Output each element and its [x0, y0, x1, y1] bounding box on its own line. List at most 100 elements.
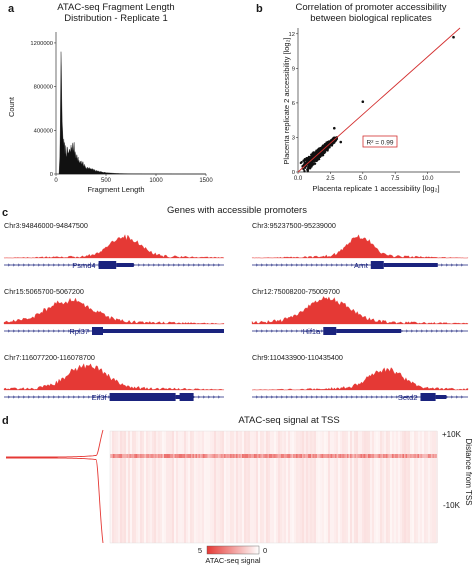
heatmap-tss-band — [111, 454, 113, 458]
heatmap-tss-band — [197, 454, 199, 458]
heatmap-column — [386, 431, 388, 543]
heatmap-column — [132, 431, 134, 543]
heatmap-column — [384, 431, 386, 543]
heatmap-tss-band — [138, 454, 140, 458]
heatmap-tss-band — [162, 454, 164, 458]
y-tick-label: 9 — [292, 66, 295, 72]
heatmap-tss-band — [201, 454, 203, 458]
heatmap-tss-band — [308, 454, 310, 458]
scatter-point — [361, 100, 365, 104]
strand-arrow — [92, 263, 96, 267]
heatmap-bottom-label: -10K — [443, 501, 461, 510]
heatmap-tss-band — [158, 454, 160, 458]
heatmap-column — [164, 431, 166, 543]
heatmap-tss-band — [327, 454, 329, 458]
heatmap-tss-band — [435, 454, 437, 458]
heatmap-tss-band — [161, 454, 163, 458]
tss-heatmap — [109, 430, 438, 544]
strand-arrow — [57, 329, 61, 333]
heatmap-column — [284, 431, 286, 543]
signal-peak — [251, 367, 469, 391]
heatmap-tss-band — [231, 454, 233, 458]
heatmap-tss-band — [155, 454, 157, 458]
heatmap-column — [344, 431, 346, 543]
strand-arrow — [12, 263, 16, 267]
strand-arrow — [265, 329, 269, 333]
heatmap-tss-band — [398, 454, 400, 458]
strand-arrow — [290, 329, 294, 333]
heatmap-tss-band — [233, 454, 235, 458]
strand-arrow — [27, 395, 31, 399]
heatmap-column — [214, 431, 216, 543]
heatmap-tss-band — [257, 454, 259, 458]
track-coordinate: Chr3:95237500-95239000 — [252, 221, 336, 230]
scatter-point — [321, 154, 324, 157]
strand-arrow — [275, 395, 279, 399]
heatmap-column — [368, 431, 370, 543]
heatmap-column — [410, 431, 412, 543]
strand-arrow — [102, 395, 106, 399]
heatmap-tss-band — [152, 454, 154, 458]
heatmap-column — [434, 431, 436, 543]
heatmap-column — [288, 431, 290, 543]
heatmap-tss-band — [179, 454, 181, 458]
heatmap-tss-band — [276, 454, 278, 458]
scatter-point — [326, 148, 329, 151]
heatmap-tss-band — [171, 454, 173, 458]
heatmap-column — [136, 431, 138, 543]
heatmap-tss-band — [389, 454, 391, 458]
heatmap-tss-band — [236, 454, 238, 458]
heatmap-tss-band — [249, 454, 251, 458]
heatmap-column — [112, 431, 114, 543]
heatmap-column — [232, 431, 234, 543]
strand-arrow — [325, 395, 329, 399]
strand-arrow — [92, 395, 96, 399]
strand-arrow — [270, 263, 274, 267]
strand-arrow — [22, 395, 26, 399]
gene-name: Eif3f — [92, 393, 108, 402]
heatmap-tss-band — [297, 454, 299, 458]
heatmap-column — [340, 431, 342, 543]
y-tick-label: 0 — [50, 172, 53, 178]
strand-arrow — [62, 263, 66, 267]
heatmap-tss-band — [366, 454, 368, 458]
heatmap-tss-band — [266, 454, 268, 458]
heatmap-tss-band — [170, 454, 172, 458]
heatmap-column — [138, 431, 140, 543]
heatmap-tss-band — [216, 454, 218, 458]
heatmap-column — [402, 431, 404, 543]
heatmap-tss-band — [357, 454, 359, 458]
heatmap-column — [348, 431, 350, 543]
panel-b: b Correlation of promoter accessibility … — [256, 2, 461, 193]
heatmap-column — [126, 431, 128, 543]
scatter-point — [310, 164, 313, 167]
panel-b-title-line-1: Correlation of promoter accessibility — [295, 2, 446, 13]
strand-arrow — [350, 395, 354, 399]
strand-arrow — [12, 395, 16, 399]
scatter-point — [309, 165, 312, 168]
panel-a-title-line-2: Distribution - Replicate 1 — [64, 13, 168, 24]
strand-arrow — [255, 263, 259, 267]
strand-arrow — [167, 263, 171, 267]
strand-arrow — [455, 263, 459, 267]
gene-name: Setd2 — [398, 393, 418, 402]
track-hif1a: Chr12:75008200-75009700 Hif1a — [251, 287, 469, 336]
strand-arrow — [300, 329, 304, 333]
heatmap-column — [330, 431, 332, 543]
strand-arrow — [255, 395, 259, 399]
strand-arrow — [280, 263, 284, 267]
strand-arrow — [460, 263, 464, 267]
heatmap-tss-band — [416, 454, 418, 458]
heatmap-tss-band — [120, 454, 122, 458]
heatmap-column — [124, 431, 126, 543]
heatmap-tss-band — [309, 454, 311, 458]
heatmap-tss-band — [386, 454, 388, 458]
scatter-point — [452, 35, 455, 39]
heatmap-tss-band — [147, 454, 149, 458]
strand-arrow — [142, 263, 146, 267]
strand-arrow — [300, 395, 304, 399]
heatmap-tss-band — [348, 454, 350, 458]
strand-arrow — [137, 263, 141, 267]
panel-d-letter: d — [2, 415, 9, 427]
strand-arrow — [365, 263, 369, 267]
